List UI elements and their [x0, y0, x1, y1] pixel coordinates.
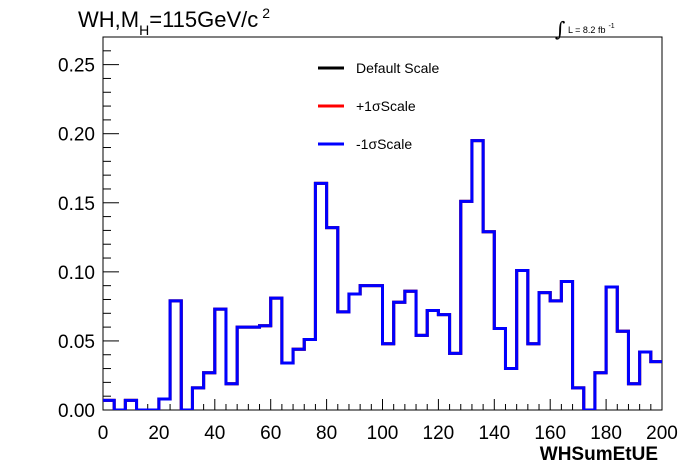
luminosity-integral-symbol: ∫ — [555, 17, 565, 41]
luminosity-label: L = 8.2 fb -1 — [568, 23, 615, 35]
legend-label: +1σScale — [356, 98, 416, 114]
x-axis-label: WHSumEtUE — [540, 444, 658, 465]
y-tick-label: 0.05 — [58, 332, 95, 353]
title-superscript: 2 — [262, 5, 270, 21]
x-tick-label: 140 — [478, 423, 510, 444]
x-tick-label: 40 — [204, 423, 225, 444]
x-tick-label: 200 — [646, 423, 678, 444]
x-tick-label: 120 — [423, 423, 455, 444]
legend-label: -1σScale — [356, 136, 412, 152]
x-axis: 0 20 40 60 80 100 120 140 160 180 200 — [98, 399, 678, 444]
y-tick-label: 0.20 — [58, 125, 95, 146]
series-group — [103, 139, 662, 410]
x-tick-label: 0 — [98, 423, 109, 444]
luminosity-superscript: -1 — [608, 23, 614, 30]
title-main: =115GeV/c — [149, 7, 258, 32]
legend: Default Scale +1σScale -1σScale — [318, 60, 439, 152]
luminosity-value: L = 8.2 fb — [568, 25, 605, 35]
y-axis: 0.00 0.05 0.10 0.15 0.20 0.25 — [58, 36, 119, 422]
y-tick-label: 0.10 — [58, 263, 95, 284]
title-subscript: H — [139, 22, 149, 38]
y-tick-label: 0.25 — [58, 56, 95, 77]
x-tick-label: 180 — [590, 423, 622, 444]
x-tick-label: 80 — [316, 423, 337, 444]
chart-title: WH,MH=115GeV/c 2 — [78, 5, 270, 38]
y-tick-label: 0.15 — [58, 194, 95, 215]
x-tick-label: 160 — [534, 423, 566, 444]
title-prefix: WH,M — [78, 7, 139, 32]
x-tick-label: 20 — [148, 423, 169, 444]
x-tick-label: 100 — [367, 423, 399, 444]
series-line-2 — [103, 139, 662, 410]
x-tick-label: 60 — [260, 423, 281, 444]
legend-label: Default Scale — [356, 60, 439, 76]
y-tick-label: 0.00 — [58, 401, 95, 422]
